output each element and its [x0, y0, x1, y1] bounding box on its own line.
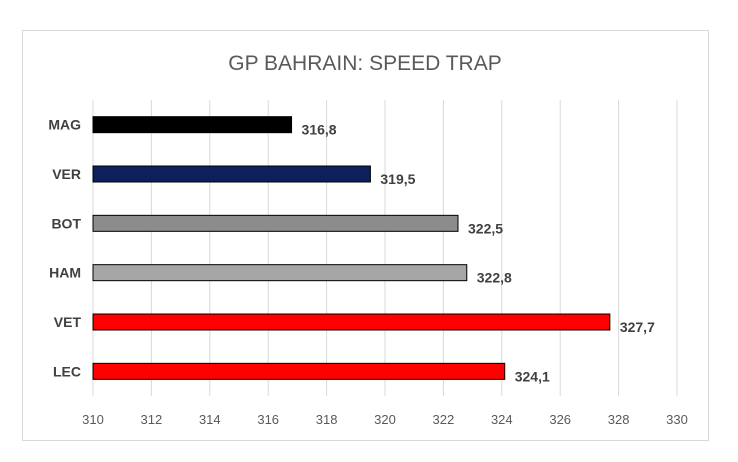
category-label-ham: HAM — [49, 265, 81, 281]
x-tick-label-314: 314 — [199, 412, 221, 427]
x-tick-label-320: 320 — [374, 412, 396, 427]
value-label-mag: 316,8 — [302, 122, 337, 138]
value-label-bot: 322,5 — [468, 220, 503, 236]
x-tick-label-318: 318 — [316, 412, 338, 427]
value-label-vet: 327,7 — [620, 319, 655, 335]
x-tick-label-310: 310 — [82, 412, 104, 427]
category-label-bot: BOT — [51, 215, 81, 231]
category-label-ver: VER — [52, 166, 81, 182]
bar-bot — [92, 214, 459, 232]
bars — [92, 116, 611, 380]
bar-lec — [92, 362, 506, 380]
category-label-mag: MAG — [48, 117, 81, 133]
gridlines — [92, 100, 678, 396]
bar-ver — [92, 165, 371, 183]
x-tick-label-326: 326 — [549, 412, 571, 427]
value-label-ham: 322,8 — [477, 270, 512, 286]
category-label-vet: VET — [54, 314, 82, 330]
x-tick-label-322: 322 — [433, 412, 455, 427]
chart-title: GP BAHRAIN: SPEED TRAP — [228, 52, 501, 75]
bar-vet — [92, 313, 611, 331]
value-label-ver: 319,5 — [380, 171, 415, 187]
x-tick-label-324: 324 — [491, 412, 513, 427]
x-tick-label-330: 330 — [666, 412, 688, 427]
bar-ham — [92, 264, 468, 282]
category-label-lec: LEC — [53, 363, 81, 379]
x-tick-label-328: 328 — [608, 412, 630, 427]
value-label-lec: 324,1 — [515, 368, 550, 384]
x-tick-label-312: 312 — [141, 412, 163, 427]
category-labels: MAG VER BOT HAM VET LEC — [48, 117, 81, 380]
x-axis-tick-labels: 310 312 314 316 318 320 322 324 326 328 330 — [82, 412, 688, 427]
bar-mag — [92, 116, 293, 134]
x-tick-label-316: 316 — [257, 412, 279, 427]
value-labels: 316,8 319,5 322,5 322,8 327,7 324,1 — [302, 122, 656, 385]
